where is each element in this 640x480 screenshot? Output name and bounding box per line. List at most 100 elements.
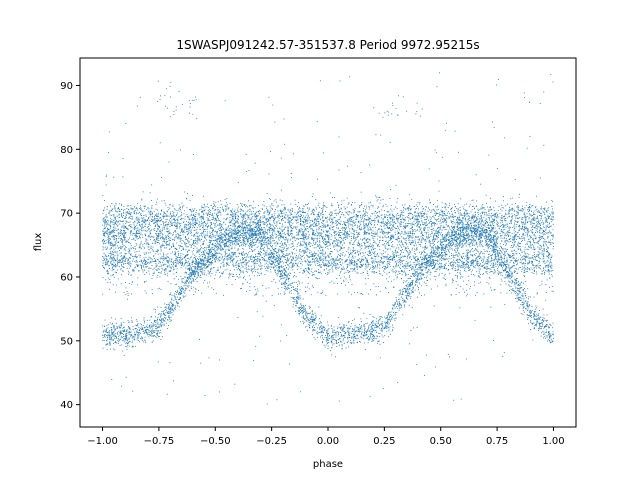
data-point — [409, 230, 411, 232]
data-point — [365, 232, 367, 234]
data-point — [209, 233, 211, 235]
data-point — [493, 237, 495, 239]
data-point — [455, 239, 457, 241]
data-point — [480, 220, 482, 222]
data-point — [129, 215, 131, 217]
data-point — [298, 202, 300, 203]
data-point — [511, 213, 513, 215]
data-point — [120, 246, 122, 248]
data-point — [209, 221, 211, 223]
data-point — [539, 232, 541, 234]
data-point — [545, 218, 547, 220]
data-point — [227, 258, 229, 260]
data-point — [168, 233, 170, 235]
data-point — [209, 251, 210, 253]
data-point — [496, 251, 498, 253]
data-point — [361, 239, 363, 241]
data-point — [335, 234, 337, 236]
data-point — [311, 238, 313, 240]
data-point — [232, 212, 233, 214]
data-point — [115, 241, 117, 243]
data-point — [500, 225, 501, 227]
data-point — [408, 223, 410, 224]
data-point — [491, 213, 493, 214]
data-point — [526, 228, 528, 230]
data-point — [334, 232, 335, 234]
data-point — [343, 223, 345, 225]
data-point — [533, 220, 535, 222]
data-point — [290, 218, 292, 219]
data-point — [286, 239, 288, 241]
data-point — [359, 205, 361, 207]
data-point — [541, 254, 543, 255]
data-point — [434, 241, 435, 243]
data-point — [305, 244, 307, 246]
data-point — [102, 240, 104, 242]
data-point — [380, 231, 382, 233]
data-point — [518, 237, 520, 239]
data-point — [388, 214, 390, 215]
data-point — [226, 253, 228, 254]
data-point — [334, 230, 335, 232]
data-point — [310, 220, 312, 222]
data-point — [322, 204, 324, 206]
data-point — [325, 217, 327, 219]
data-point — [444, 206, 446, 208]
data-point — [139, 211, 140, 213]
data-point — [546, 241, 547, 243]
data-point — [471, 214, 473, 216]
data-point — [175, 249, 177, 250]
data-point — [338, 211, 340, 213]
data-point — [506, 203, 508, 205]
data-point — [331, 211, 333, 213]
data-point — [350, 212, 352, 214]
data-point — [311, 256, 313, 257]
data-point — [165, 231, 167, 233]
data-point — [280, 250, 282, 252]
data-point — [189, 222, 191, 224]
data-point — [160, 220, 161, 221]
data-point — [505, 227, 507, 229]
data-point — [361, 202, 363, 204]
data-point — [251, 217, 253, 219]
data-point — [507, 236, 509, 238]
data-point — [529, 210, 530, 212]
data-point — [530, 237, 532, 239]
data-point — [324, 225, 326, 227]
data-point — [463, 239, 465, 241]
data-point — [541, 215, 542, 217]
data-point — [239, 227, 240, 228]
data-point — [117, 245, 119, 247]
data-point — [348, 202, 350, 204]
data-point — [322, 237, 324, 239]
data-point — [454, 227, 456, 228]
data-point — [165, 239, 167, 240]
data-point — [120, 245, 122, 247]
data-point — [174, 230, 176, 232]
data-point — [228, 225, 230, 227]
data-point — [456, 217, 458, 219]
data-point — [450, 233, 452, 235]
data-point — [204, 228, 206, 230]
data-point — [141, 223, 143, 225]
data-point — [408, 209, 410, 211]
data-point — [502, 225, 504, 227]
data-point — [280, 209, 282, 211]
data-point — [183, 205, 185, 207]
data-point — [514, 214, 515, 216]
data-point — [374, 220, 376, 222]
data-point — [435, 235, 437, 236]
data-point — [529, 237, 531, 239]
data-point — [346, 206, 348, 208]
data-point — [129, 250, 131, 251]
data-point — [381, 229, 383, 231]
data-point — [510, 198, 512, 200]
data-point — [353, 233, 355, 235]
data-point — [549, 222, 550, 224]
data-point — [274, 218, 276, 220]
data-point — [125, 249, 127, 251]
data-point — [174, 221, 176, 223]
data-point — [540, 247, 542, 249]
data-point — [171, 225, 172, 226]
data-point — [396, 208, 398, 210]
